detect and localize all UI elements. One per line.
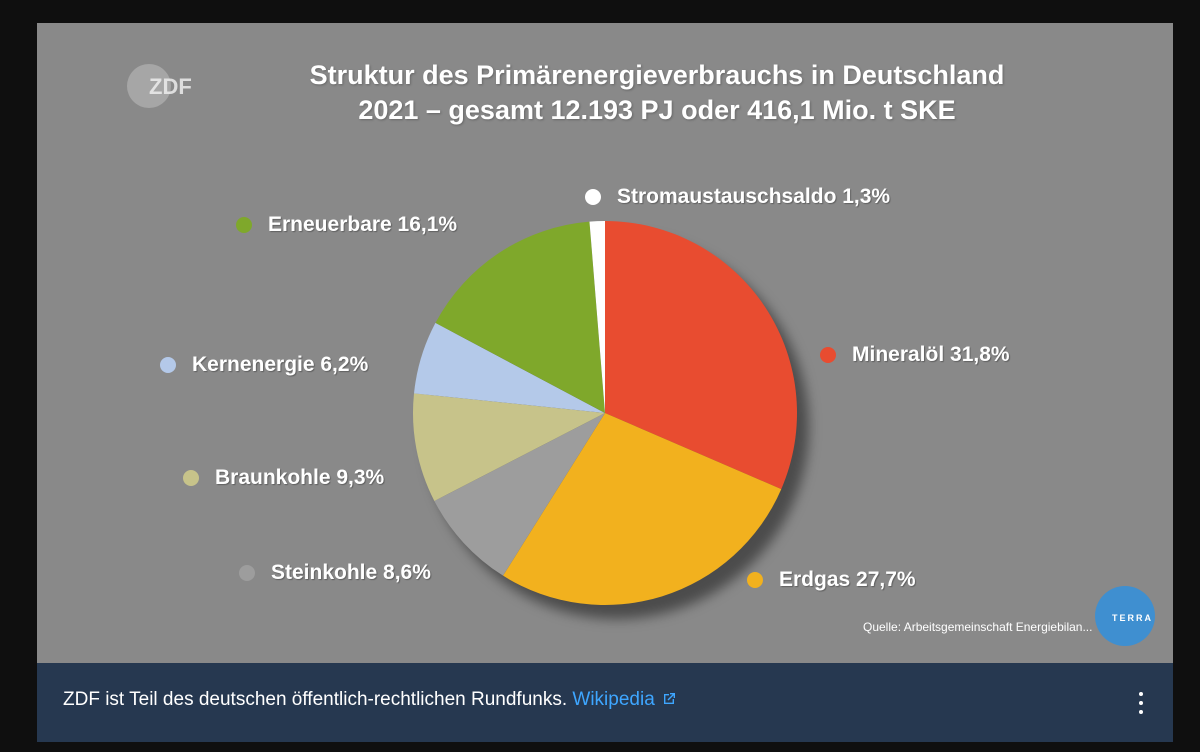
pie-slice-2 [434, 413, 605, 576]
more-dot [1139, 692, 1143, 696]
wikipedia-link[interactable]: Wikipedia [572, 689, 676, 710]
legend-item-erdgas: Erdgas 27,7% [747, 568, 916, 592]
legend-label-erdgas: Erdgas 27,7% [779, 568, 916, 591]
legend-dot-erneuerbare [236, 217, 252, 233]
legend-item-braunkohle: Braunkohle 9,3% [183, 466, 384, 490]
channel-avatar[interactable]: TERRA [1095, 586, 1155, 646]
pie-slice-4 [414, 322, 605, 413]
zdf-logo: ZDF [127, 64, 192, 108]
legend-label-braunkohle: Braunkohle 9,3% [215, 466, 385, 489]
legend-dot-erdgas [747, 572, 763, 588]
legend-dot-braunkohle [183, 470, 199, 486]
video-player[interactable]: ZDF Struktur des Primärenergieverbrauchs… [37, 23, 1173, 663]
chart-title-line-1: Struktur des Primärenergieverbrauchs in … [309, 60, 1005, 90]
chart-title-line-2: 2021 – gesamt 12.193 PJ oder 416,1 Mio. … [358, 95, 956, 125]
pie-slice-0 [605, 221, 798, 490]
channel-avatar-text: TERRA [1112, 613, 1153, 623]
legend-label-mineraloel: Mineralöl 31,8% [852, 343, 1010, 366]
pie-slice-3 [413, 393, 605, 501]
legend-label-kernenergie: Kernenergie 6,2% [192, 353, 369, 376]
legend-item-steinkohle: Steinkohle 8,6% [239, 561, 431, 585]
legend-item-mineraloel: Mineralöl 31,8% [820, 343, 1010, 367]
external-link-icon [663, 693, 675, 704]
info-panel-text-row: ZDF ist Teil des deutschen öffentlich-re… [63, 689, 677, 711]
more-vert-icon[interactable] [1129, 685, 1153, 721]
more-dot [1139, 701, 1143, 705]
pie-slice-5 [435, 221, 605, 413]
wikipedia-link-label: Wikipedia [572, 689, 655, 710]
legend-item-erneuerbare: Erneuerbare 16,1% [236, 213, 457, 237]
legend-dot-kernenergie [160, 357, 176, 373]
legend-label-stromaustauschsaldo: Stromaustauschsaldo 1,3% [617, 185, 891, 208]
legend-label-erneuerbare: Erneuerbare 16,1% [268, 213, 458, 236]
pie-slice-1 [503, 413, 782, 605]
legend-item-stromaustauschsaldo: Stromaustauschsaldo 1,3% [585, 185, 890, 209]
pie-chart [413, 221, 809, 619]
info-panel-text: ZDF ist Teil des deutschen öffentlich-re… [63, 689, 568, 710]
legend-label-steinkohle: Steinkohle 8,6% [271, 561, 431, 584]
legend-dot-mineraloel [820, 347, 836, 363]
legend-dot-stromaustauschsaldo [585, 189, 601, 205]
info-panel: ZDF ist Teil des deutschen öffentlich-re… [37, 663, 1173, 742]
zdf-logo-text: ZDF [149, 74, 192, 99]
pie-slice-6 [589, 221, 605, 413]
source-note: Quelle: Arbeitsgemeinschaft Energiebilan… [863, 620, 1093, 634]
legend-item-kernenergie: Kernenergie 6,2% [160, 353, 368, 377]
legend-dot-steinkohle [239, 565, 255, 581]
more-dot [1139, 710, 1143, 714]
